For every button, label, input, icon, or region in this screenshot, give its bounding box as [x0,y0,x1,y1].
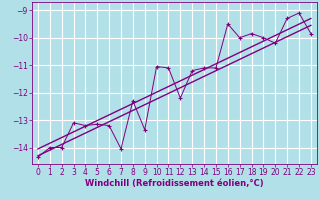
X-axis label: Windchill (Refroidissement éolien,°C): Windchill (Refroidissement éolien,°C) [85,179,264,188]
